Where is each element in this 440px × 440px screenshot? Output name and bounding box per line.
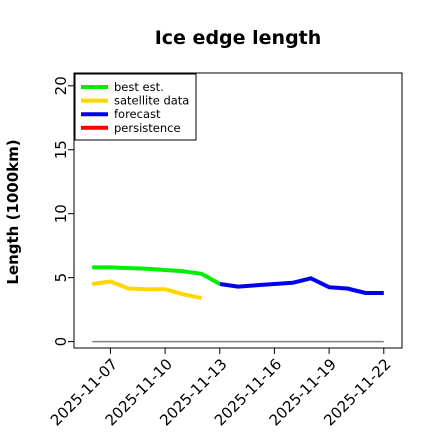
legend-label: persistence [114,121,181,135]
x-axis: 2025-11-072025-11-102025-11-132025-11-16… [47,348,395,429]
y-tick-label: 15 [52,140,70,159]
legend-label: best est. [114,80,164,94]
y-axis: 0 5 10 15 20 [52,76,74,346]
y-tick-label: 20 [52,76,70,95]
legend: best est.satellite dataforecastpersisten… [74,73,197,141]
series-line-satellite-data [91,279,203,301]
series-line-best-est- [92,265,221,286]
y-tick-label: 5 [52,273,70,283]
plot-frame [73,72,403,349]
series-line-forecast [219,276,384,295]
chart-title: Ice edge length [155,27,322,49]
y-tick-label: 10 [52,204,70,223]
series-layer [91,265,384,301]
y-tick-label: 0 [52,337,70,347]
legend-label: forecast [114,107,161,121]
y-axis-label: Length (1000km) [4,139,22,284]
legend-label: satellite data [114,94,189,108]
